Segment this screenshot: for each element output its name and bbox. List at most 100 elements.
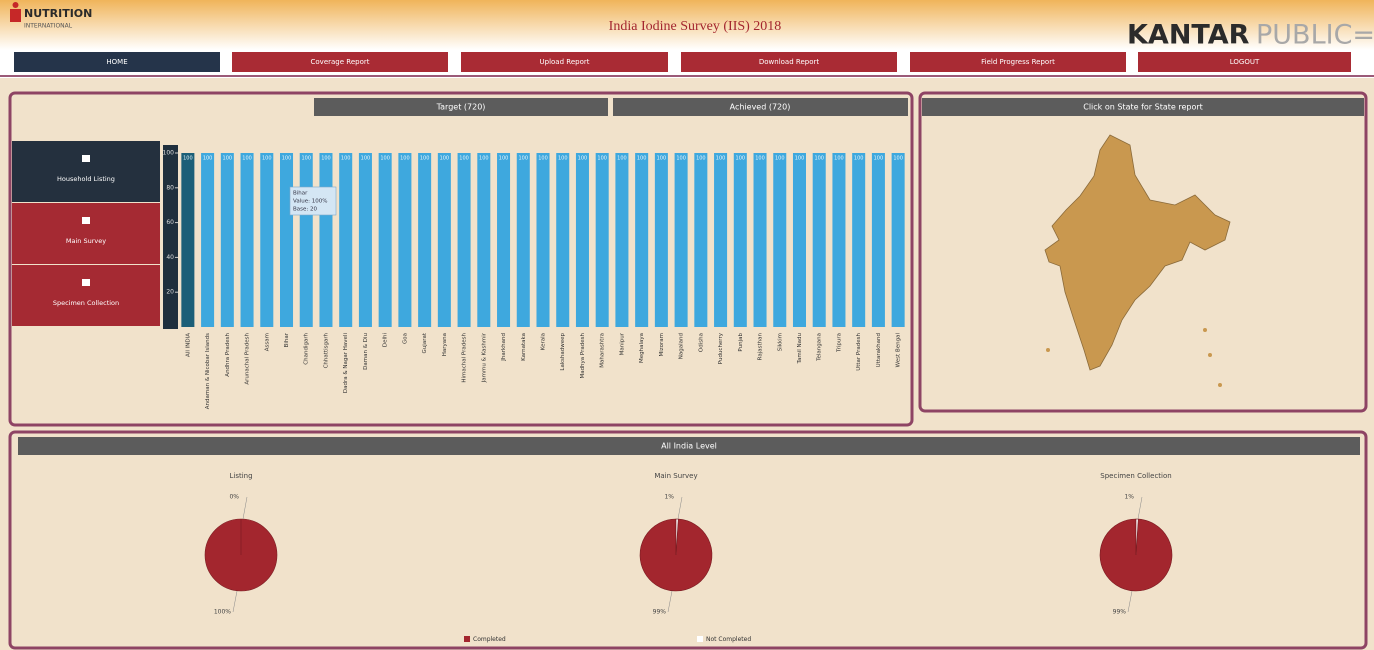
bar[interactable] — [733, 153, 747, 327]
bar[interactable] — [635, 153, 649, 327]
y-tick-label: 40 — [166, 254, 174, 261]
side-label[interactable]: Specimen Collection — [53, 299, 119, 307]
nav-label[interactable]: LOGOUT — [1230, 58, 1260, 66]
leader-line — [1137, 496, 1143, 520]
x-tick-label: Karnataka — [521, 333, 527, 361]
bar[interactable] — [477, 153, 491, 327]
x-tick-label: Madhya Pradesh — [580, 332, 586, 378]
bar[interactable] — [615, 153, 629, 327]
bar[interactable] — [852, 153, 866, 327]
x-tick-label: Goa — [402, 333, 408, 344]
bar[interactable] — [556, 153, 570, 327]
x-tick-label: Chandigarh — [304, 332, 310, 364]
bar[interactable] — [201, 153, 215, 327]
bar[interactable] — [832, 153, 846, 327]
bar[interactable] — [378, 153, 392, 327]
bar-value-label: 100 — [479, 156, 489, 162]
leader-line — [1127, 590, 1133, 613]
y-tick-label: 80 — [166, 184, 174, 191]
bar[interactable] — [595, 153, 609, 327]
side-icon — [82, 279, 90, 286]
bar[interactable] — [260, 153, 274, 327]
nav-button[interactable] — [910, 52, 1126, 72]
bar[interactable] — [220, 153, 234, 327]
bar[interactable] — [457, 153, 471, 327]
bar[interactable] — [891, 153, 905, 327]
pie-value-label: 99% — [1113, 609, 1127, 616]
bar-value-label: 100 — [597, 156, 607, 162]
x-tick-label: Assam — [264, 333, 270, 351]
nav-button[interactable] — [1138, 52, 1351, 72]
bar[interactable] — [536, 153, 550, 327]
x-tick-label: Himachal Pradesh — [462, 333, 468, 383]
nav-button[interactable] — [681, 52, 897, 72]
bar[interactable] — [674, 153, 688, 327]
x-tick-label: Odisha — [698, 333, 704, 352]
bar[interactable] — [319, 153, 333, 327]
nav-button[interactable] — [232, 52, 448, 72]
nav-button[interactable] — [14, 52, 220, 72]
x-tick-label: Rajasthan — [758, 332, 764, 360]
bar-value-label: 100 — [301, 156, 311, 162]
x-tick-label: Lakshadweep — [560, 332, 566, 370]
tooltip-text: Value: 100% — [293, 199, 327, 205]
side-button[interactable] — [12, 203, 160, 264]
bar[interactable] — [792, 153, 806, 327]
nav-button[interactable] — [461, 52, 668, 72]
pie-value-label: 100% — [214, 609, 231, 616]
island — [1218, 383, 1222, 387]
bar[interactable] — [694, 153, 708, 327]
x-tick-label: Gujarat — [422, 332, 428, 353]
bar[interactable] — [714, 153, 728, 327]
side-button[interactable] — [12, 265, 160, 326]
x-tick-label: Daman & Diu — [363, 333, 369, 370]
nav-label[interactable]: HOME — [106, 58, 127, 66]
logo-icon — [10, 9, 21, 22]
bar[interactable] — [240, 153, 254, 327]
pie-slice[interactable] — [1135, 518, 1139, 556]
side-label[interactable]: Household Listing — [57, 175, 115, 183]
bar[interactable] — [280, 153, 294, 327]
bar[interactable] — [871, 153, 885, 327]
bar-value-label: 100 — [578, 156, 588, 162]
nav-label[interactable]: Upload Report — [540, 58, 590, 66]
nav-label[interactable]: Field Progress Report — [981, 58, 1055, 66]
bar[interactable] — [654, 153, 668, 327]
bar[interactable] — [398, 153, 412, 327]
bar-value-label: 100 — [341, 156, 351, 162]
bar[interactable] — [299, 153, 313, 327]
legend-label: Completed — [473, 636, 506, 643]
india-map[interactable] — [1044, 134, 1231, 371]
bar[interactable] — [497, 153, 511, 327]
bar-value-label: 100 — [183, 156, 193, 162]
bar[interactable] — [575, 153, 589, 327]
bar-value-label: 100 — [380, 156, 390, 162]
bar-value-label: 100 — [518, 156, 528, 162]
side-button[interactable] — [12, 141, 160, 202]
bar-value-label: 100 — [676, 156, 686, 162]
leader-line — [232, 590, 238, 613]
bar[interactable] — [418, 153, 432, 327]
nav-label[interactable]: Download Report — [759, 58, 819, 66]
nav-label[interactable]: Coverage Report — [311, 58, 370, 66]
bar[interactable] — [358, 153, 372, 327]
x-tick-label: All INDIA — [185, 333, 191, 357]
bar[interactable] — [753, 153, 767, 327]
bar-value-label: 100 — [775, 156, 785, 162]
bar[interactable] — [339, 153, 353, 327]
achieved-header — [613, 98, 908, 116]
bar[interactable] — [516, 153, 530, 327]
bar[interactable] — [812, 153, 826, 327]
bar[interactable] — [181, 153, 195, 327]
bar[interactable] — [773, 153, 787, 327]
side-label[interactable]: Main Survey — [66, 237, 106, 245]
pie-value-label: 1% — [664, 494, 674, 501]
x-tick-label: Chhattisgarh — [323, 332, 329, 368]
bar-value-label: 100 — [282, 156, 292, 162]
header-bg — [0, 0, 1374, 50]
pie-slice[interactable] — [675, 518, 679, 556]
bar[interactable] — [437, 153, 451, 327]
y-tick-label: 100 — [163, 150, 175, 157]
